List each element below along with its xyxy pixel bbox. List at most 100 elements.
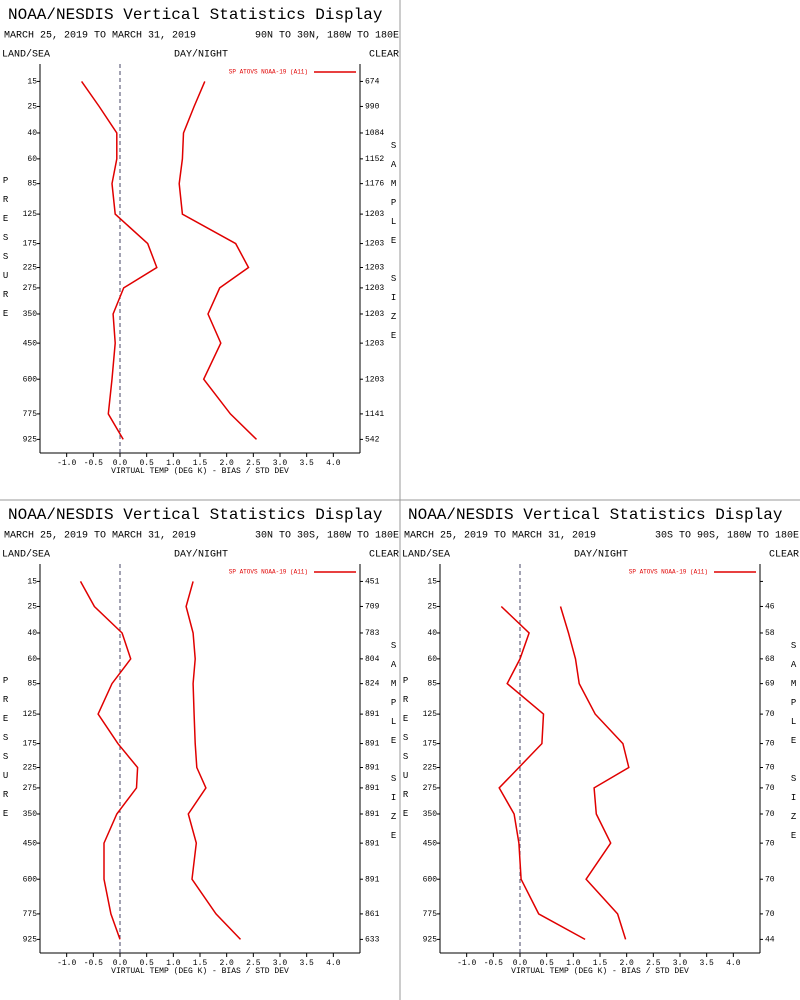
x-axis-label: VIRTUAL TEMP (DEG K) - BIAS / STD DEV [111,467,289,476]
clear-label: CLEAR [369,50,399,61]
sample-size-label: 70 [765,710,775,719]
sample-size-label: 891 [365,839,380,848]
series-line [498,605,586,941]
x-tick-label: 3.5 [299,459,314,468]
y-tick-label: 125 [23,210,38,219]
x-axis-label: VIRTUAL TEMP (DEG K) - BIAS / STD DEV [511,967,689,976]
y-tick-label: 775 [23,410,38,419]
x-tick-label: 0.0 [113,959,128,968]
sample-size-label: 990 [365,103,380,112]
chart-title: NOAA/NESDIS Vertical Statistics Display [8,506,383,524]
sample-size-label: 542 [365,436,380,445]
y-tick-label: 275 [423,784,438,793]
sample-size-label: 674 [365,78,380,87]
x-tick-label: -1.0 [57,459,76,468]
sample-size-label: 70 [765,910,775,919]
sample-size-label: 709 [365,603,380,612]
x-tick-label: -1.0 [57,959,76,968]
series-line [185,581,242,940]
series-line [178,81,258,440]
x-tick-label: 4.0 [326,959,341,968]
y-tick-label: 350 [23,310,38,319]
land-sea-label: LAND/SEA [402,549,450,561]
y-axis-label: PRESSURE [1,176,11,328]
sample-size-label: 451 [365,578,380,587]
sample-size-label: 1203 [365,210,384,219]
x-tick-label: 1.0 [166,959,181,968]
y-tick-label: 125 [23,710,38,719]
sample-size-label: 891 [365,784,380,793]
x-tick-label: -1.0 [457,959,476,968]
y-tick-label: 175 [23,740,38,749]
panel: NOAA/NESDIS Vertical Statistics Display M… [1,506,399,976]
x-tick-label: 1.0 [166,459,181,468]
y-axis-label: PRESSURE [401,676,411,828]
x-axis-label: VIRTUAL TEMP (DEG K) - BIAS / STD DEV [111,967,289,976]
x-tick-label: 2.0 [619,959,634,968]
y-tick-label: 600 [423,875,438,884]
x-tick-label: 0.0 [513,959,528,968]
y-tick-label: 450 [23,339,38,348]
x-tick-label: 1.5 [193,459,208,468]
y-tick-label: 350 [23,810,38,819]
sample-size-label: 1176 [365,180,384,189]
y-tick-label: 775 [23,910,38,919]
y-tick-label: 775 [423,910,438,919]
sample-size-label: 1203 [365,264,384,273]
y2-axis-label: SAMPLE SIZE [389,641,399,850]
sample-size-label: 46 [765,603,775,612]
y2-axis-label: SAMPLE SIZE [789,641,799,850]
y-tick-label: 925 [423,936,438,945]
subtitle: MARCH 25, 2019 TO MARCH 31, 2019 [4,531,196,542]
y-tick-label: 15 [27,78,37,87]
sample-size-label: 1203 [365,375,384,384]
x-tick-label: -0.5 [484,959,503,968]
sample-size-label: 1203 [365,310,384,319]
sample-size-label: 1152 [365,155,384,164]
sample-size-label: 861 [365,910,380,919]
y-tick-label: 225 [423,764,438,773]
x-tick-label: 1.0 [566,959,581,968]
sample-size-label: 783 [365,629,380,638]
chart-title: NOAA/NESDIS Vertical Statistics Display [8,6,383,24]
x-tick-label: -0.5 [84,459,103,468]
y-tick-label: 925 [23,436,38,445]
sample-size-label: 1203 [365,339,384,348]
x-tick-label: 3.0 [273,459,288,468]
x-tick-label: 0.5 [139,959,154,968]
x-tick-label: 1.5 [593,959,608,968]
day-night-label: DAY/NIGHT [574,549,628,561]
sample-size-label: 1203 [365,284,384,293]
sample-size-label: 44 [765,936,775,945]
y-tick-label: 450 [23,839,38,848]
panel: NOAA/NESDIS Vertical Statistics Display M… [1,6,399,476]
x-tick-label: -0.5 [84,959,103,968]
series-line [79,581,139,940]
series-line [559,606,630,940]
sample-size-label: 70 [765,784,775,793]
region: 90N TO 30N, 180W TO 180E [255,31,399,42]
y-tick-label: 60 [27,655,37,664]
sample-size-label: 58 [765,629,775,638]
series-line [80,80,158,440]
sample-size-label: 70 [765,810,775,819]
sample-size-label: 891 [365,710,380,719]
x-tick-label: 4.0 [326,459,341,468]
y-tick-label: 25 [27,103,37,112]
subtitle: MARCH 25, 2019 TO MARCH 31, 2019 [4,31,196,42]
panel: NOAA/NESDIS Vertical Statistics Display M… [401,506,799,976]
chart-title: NOAA/NESDIS Vertical Statistics Display [408,506,783,524]
region: 30N TO 30S, 180W TO 180E [255,531,399,542]
sample-size-label: 891 [365,810,380,819]
y-tick-label: 350 [423,810,438,819]
day-night-label: DAY/NIGHT [174,49,228,61]
clear-label: CLEAR [769,550,799,561]
x-tick-label: 2.0 [219,959,234,968]
clear-label: CLEAR [369,550,399,561]
sample-size-label: 633 [365,936,380,945]
y-tick-label: 600 [23,375,38,384]
y-tick-label: 40 [427,629,437,638]
x-tick-label: 1.5 [193,959,208,968]
y-tick-label: 175 [23,240,38,249]
